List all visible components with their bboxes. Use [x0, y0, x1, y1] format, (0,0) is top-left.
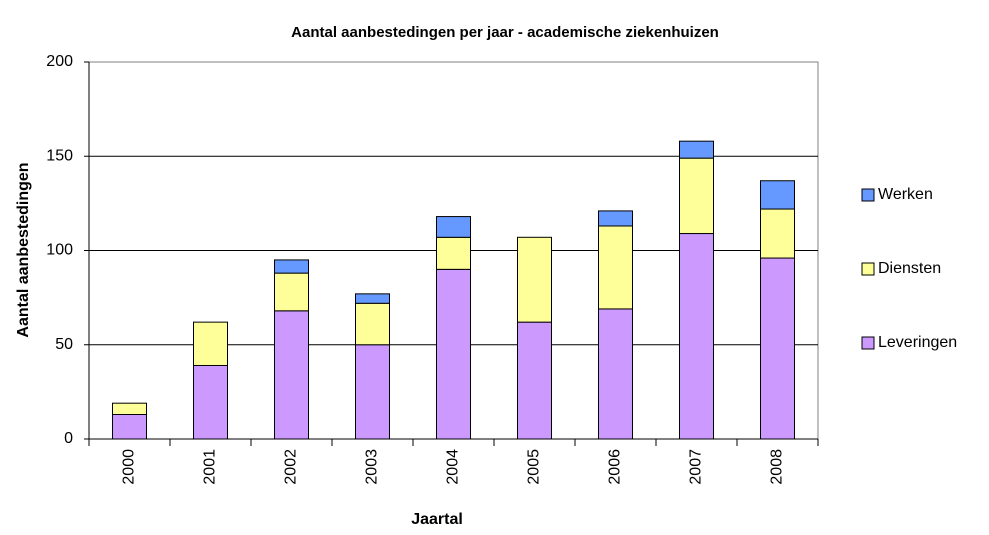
bar-segment [760, 257, 795, 440]
bar-segment [355, 344, 390, 440]
bar-segment [355, 293, 390, 304]
y-axis-title: Aantal aanbestedingen [15, 162, 32, 337]
x-tick-label: 2002 [283, 449, 300, 485]
bar-segment [679, 157, 714, 235]
x-tick-label: 2005 [526, 449, 543, 485]
bar-segment [274, 310, 309, 440]
bar-segment [598, 308, 633, 440]
y-tick-label: 0 [64, 430, 73, 447]
bar-segment [274, 272, 309, 312]
bar-segment [598, 225, 633, 310]
chart-title: Aantal aanbestedingen per jaar - academi… [291, 24, 719, 41]
x-tick-label: 2004 [445, 449, 462, 485]
bar-segment [517, 321, 552, 440]
legend-swatch [861, 262, 875, 276]
x-tick-label: 2003 [364, 449, 381, 485]
bar-segment [598, 210, 633, 227]
legend-label: Diensten [878, 260, 941, 277]
bar-segment [355, 302, 390, 346]
y-tick-label: 100 [46, 242, 73, 259]
bar-segment [760, 180, 795, 210]
bar-segment [193, 364, 228, 440]
legend-label: Werken [878, 186, 933, 203]
y-tick-label: 150 [46, 147, 73, 164]
x-tick-label: 2000 [121, 449, 138, 485]
bar-segment [274, 259, 309, 274]
x-tick-label: 2006 [607, 449, 624, 485]
y-tick-label: 50 [55, 336, 73, 353]
bar-segment [112, 402, 147, 415]
bar-segment [112, 413, 147, 440]
y-tick-label: 200 [46, 53, 73, 70]
bar-segment [436, 216, 471, 238]
bar-segment [436, 236, 471, 270]
legend-label: Leveringen [878, 334, 957, 351]
bar-segment [760, 208, 795, 259]
legend-swatch [861, 188, 875, 202]
x-tick-label: 2007 [688, 449, 705, 485]
bar-segment [679, 140, 714, 159]
bar-segment [679, 233, 714, 440]
x-axis-title: Jaartal [411, 511, 463, 528]
x-tick-label: 2001 [202, 449, 219, 485]
bar-segment [193, 321, 228, 366]
x-tick-label: 2008 [769, 449, 786, 485]
bar-segment [517, 236, 552, 323]
legend-swatch [861, 336, 875, 350]
bar-segment [436, 268, 471, 440]
